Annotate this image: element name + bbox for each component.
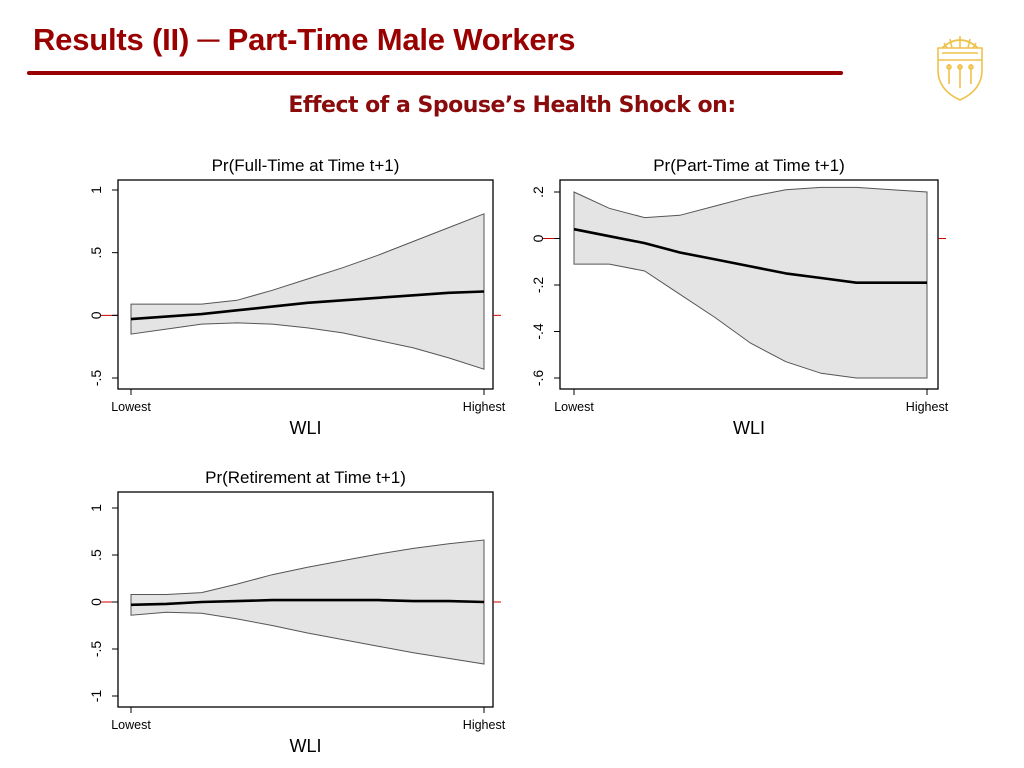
title-divider [27, 71, 843, 75]
chart-part-time: Pr(Part-Time at Time t+1) .2 0 -.2 -.4 -.6 Low… [530, 156, 949, 438]
confidence-band [130, 539, 485, 665]
y-tick-label: 1 [88, 504, 104, 512]
confidence-band [130, 213, 485, 370]
slide-title: Results (II) ─ Part-Time Male Workers [33, 22, 576, 57]
estimate-line [130, 290, 485, 321]
y-tick-label: -.4 [530, 323, 546, 340]
x-tick-label: Highest [906, 400, 949, 414]
estimate-line [573, 227, 927, 284]
confidence-band [573, 186, 928, 379]
university-seal-icon [937, 36, 983, 101]
x-tick-label: Highest [463, 400, 506, 414]
y-tick-label: -1 [88, 690, 104, 703]
x-axis-label: WLI [289, 418, 321, 438]
x-tick-label: Lowest [111, 400, 151, 414]
x-tick-label: Lowest [111, 718, 151, 732]
chart-title: Pr(Retirement at Time t+1) [205, 468, 406, 487]
chart-title: Pr(Full-Time at Time t+1) [212, 156, 400, 175]
x-tick-label: Highest [463, 718, 506, 732]
chart-full-time: Pr(Full-Time at Time t+1) 1 .5 0 -.5 Lowest Hi… [88, 156, 506, 438]
y-tick-label: .5 [88, 549, 104, 561]
y-tick-label: 0 [530, 234, 546, 242]
y-tick-label: .2 [530, 186, 546, 198]
y-tick-label: .5 [88, 247, 104, 259]
x-axis-label: WLI [733, 418, 765, 438]
chart-title: Pr(Part-Time at Time t+1) [653, 156, 845, 175]
x-axis-label: WLI [289, 736, 321, 756]
y-tick-label: 1 [88, 186, 104, 194]
chart-retirement: Pr(Retirement at Time t+1) 1 .5 0 -.5 -1 Lowes… [88, 468, 506, 756]
y-tick-label: -.5 [88, 370, 104, 387]
slide-subtitle: Effect of a Spouse’s Health Shock on: [0, 93, 1024, 118]
x-tick-label: Lowest [554, 400, 594, 414]
y-tick-label: -.5 [88, 641, 104, 658]
estimate-line [130, 598, 485, 607]
y-tick-label: 0 [88, 598, 104, 606]
y-tick-label: -.2 [530, 277, 546, 294]
y-tick-label: 0 [88, 311, 104, 319]
y-tick-label: -.6 [530, 370, 546, 387]
subtitle-text: Effect of a Spouse’s Health Shock on: [288, 93, 736, 118]
